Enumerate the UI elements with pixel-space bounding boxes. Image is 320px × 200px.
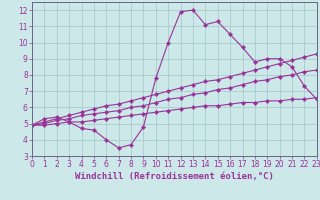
X-axis label: Windchill (Refroidissement éolien,°C): Windchill (Refroidissement éolien,°C) xyxy=(75,172,274,181)
